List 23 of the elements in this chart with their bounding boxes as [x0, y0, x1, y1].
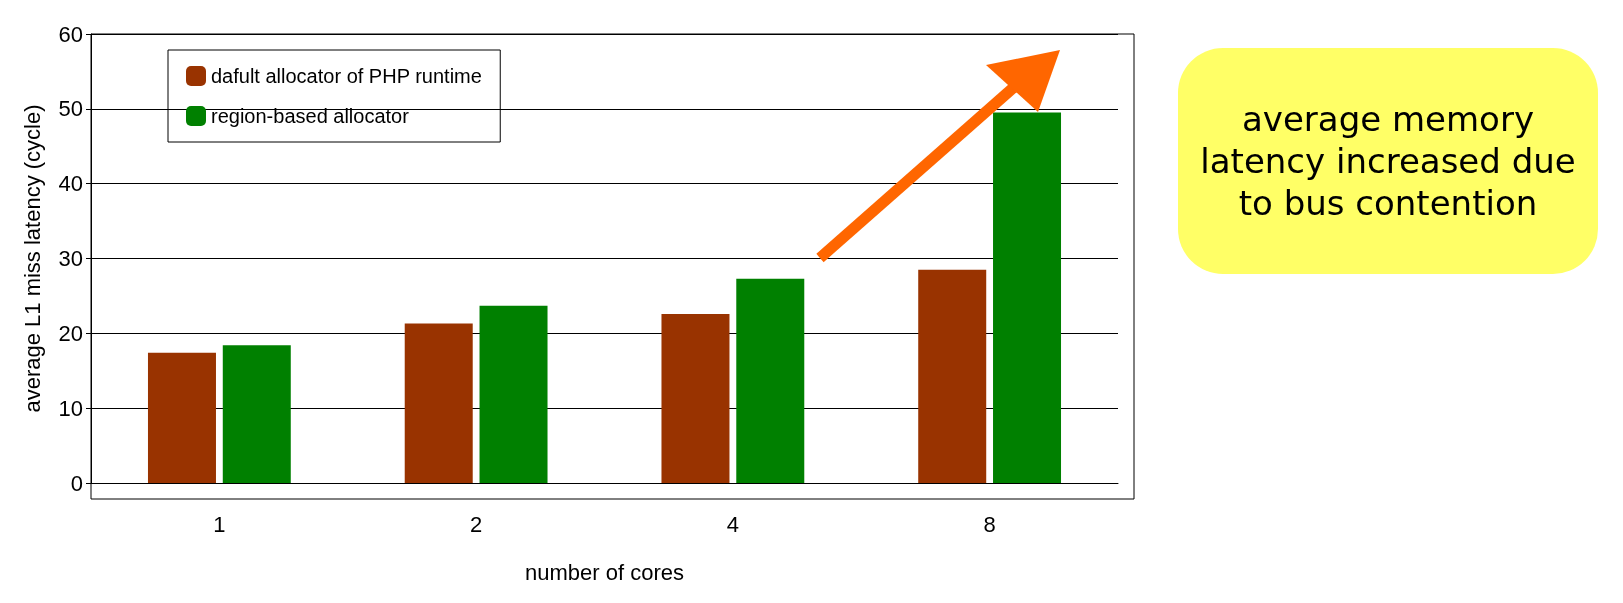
x-tick-label: 2	[470, 511, 483, 537]
y-tick-label: 60	[58, 21, 83, 47]
bar	[918, 269, 987, 483]
bar	[222, 345, 291, 483]
y-tick-label: 10	[58, 395, 83, 421]
y-tick-label: 40	[58, 171, 83, 197]
y-tick-label: 20	[58, 320, 83, 346]
x-tick-label: 4	[726, 511, 739, 537]
x-tick-label: 8	[983, 511, 996, 537]
bar	[147, 352, 216, 483]
x-tick-label: 1	[213, 511, 226, 537]
legend-label: dafult allocator of PHP runtime	[211, 65, 482, 87]
bar	[404, 323, 473, 483]
bar	[479, 305, 548, 483]
x-axis-title: number of cores	[525, 559, 684, 585]
y-tick-label: 30	[58, 246, 83, 271]
y-tick-label: 0	[70, 470, 83, 496]
y-tick-label: 50	[58, 96, 83, 122]
y-axis-title: average L1 miss latency (cycle)	[19, 104, 45, 413]
bar	[661, 313, 730, 483]
bar	[736, 278, 805, 483]
text: average memory latency increased due to bus contention	[1178, 48, 1598, 274]
legend-label: region-based allocator	[211, 105, 410, 127]
